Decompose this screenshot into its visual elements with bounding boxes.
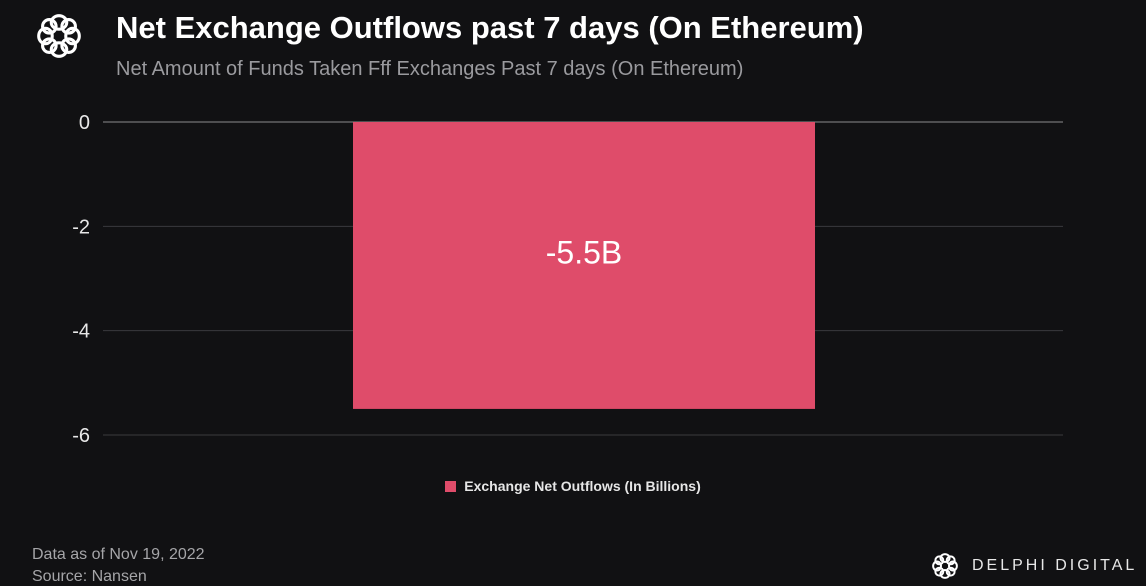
chart-title: Net Exchange Outflows past 7 days (On Et… (116, 10, 864, 45)
y-tick-label: 0 (79, 112, 90, 134)
delphi-logo-icon (37, 14, 81, 58)
y-tick-label: -6 (72, 425, 90, 447)
bar-data-label: -5.5B (546, 234, 622, 270)
data-source: Source: Nansen (32, 568, 147, 585)
bar (353, 122, 815, 409)
legend: Exchange Net Outflows (In Billions) (0, 478, 1146, 494)
y-tick-label: -2 (72, 216, 90, 238)
brand-name: DELPHI DIGITAL (972, 557, 1138, 574)
data-date: Data as of Nov 19, 2022 (32, 546, 205, 563)
delphi-brand-logo-icon (932, 553, 958, 579)
y-tick-label: -4 (72, 321, 90, 343)
legend-swatch (445, 481, 457, 492)
brand: DELPHI DIGITAL (928, 549, 1137, 583)
legend-label: Exchange Net Outflows (In Billions) (464, 478, 701, 494)
chart-subtitle: Net Amount of Funds Taken Fff Exchanges … (116, 58, 744, 80)
